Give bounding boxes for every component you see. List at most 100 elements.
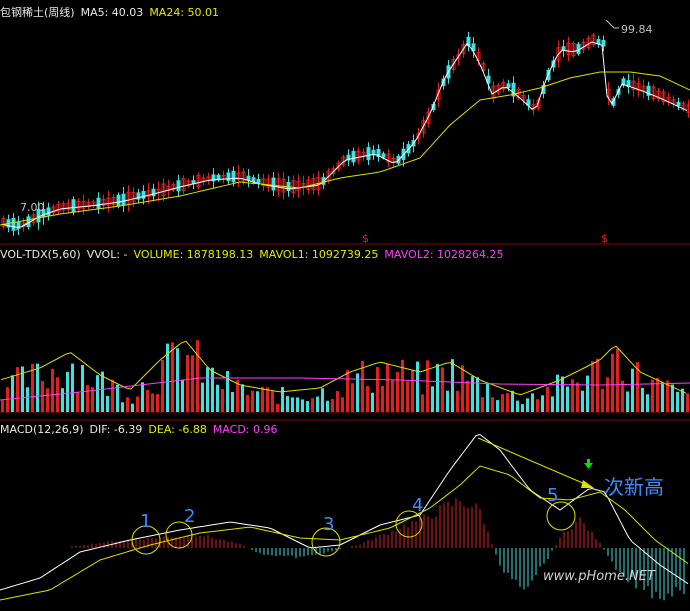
candle [686,104,690,113]
candle [181,178,186,191]
volume-bar [656,377,659,412]
volume-bar [591,361,594,412]
ma24-label: MA24: 50.01 [149,6,220,19]
volume-bar [351,383,354,412]
volume-bar [621,380,624,412]
candle [656,90,661,99]
volume-bar [576,382,579,412]
candle [651,86,656,100]
candle [671,99,676,104]
volume-bar [646,394,649,412]
volume-bar [11,375,14,412]
candle [596,39,601,45]
volume-bar [451,359,454,412]
candle [501,82,506,90]
volume-bar [136,396,139,412]
volume-bar [466,380,469,412]
volume-bar [201,382,204,412]
candle [421,120,426,134]
candle [366,147,371,161]
volume-bar [386,363,389,412]
volume-bar [566,386,569,412]
candle [271,177,276,191]
volume-bar [671,384,674,412]
volume-bar [41,381,44,412]
volume-bar [281,387,284,412]
volume-bar [536,399,539,412]
candle [251,177,256,182]
candle [146,190,151,198]
volume-bar [291,397,294,412]
volume-bar [86,384,89,412]
volume-bar [331,398,334,412]
volume-bar [26,387,29,412]
candle [426,111,431,124]
volume-bar [511,390,514,412]
volume-bar [361,360,364,412]
volume-bar [146,390,149,412]
volume-bar [456,390,459,412]
low-marker: 7.00 [15,201,45,231]
candle [121,193,126,206]
volume-bar [376,367,379,412]
candle [226,172,231,182]
volume-bar [271,391,274,412]
candle [381,153,386,158]
volume-bar [446,390,449,412]
candle [636,83,641,91]
volume-bar [71,363,74,412]
volume-bar [506,393,509,412]
volume-bar [356,373,359,412]
volume-bar [231,392,234,412]
volume-bar [301,399,304,412]
divergence-arrow [477,437,594,488]
volume-bar [651,379,654,412]
volume-bar [411,369,414,412]
volume-bar [31,363,34,412]
candle [646,85,651,96]
volume-bar [216,384,219,412]
candle [51,206,56,214]
dividend-marker-2: $ [601,232,608,245]
candle [356,150,361,161]
volume-label: VOLUME: 1878198.13 [133,248,254,261]
candle [246,175,251,181]
candle [56,203,61,213]
volume-bar [476,377,479,412]
volume-bar [586,375,589,412]
candle [351,150,356,163]
dif-label: DIF: -6.39 [89,423,143,436]
volume-bar [266,387,269,412]
volume-bar [391,380,394,412]
volume-bar [206,367,209,412]
candle [161,183,166,197]
volume-bar [131,403,134,412]
candle [46,207,51,216]
dif-line [0,433,689,591]
candle [676,101,681,106]
volume-bar [481,397,484,412]
candle [296,180,301,192]
candle [561,46,566,51]
volume-bar [626,391,629,412]
candle [631,80,636,90]
annotation-number-4: 4 [412,495,423,516]
volume-bar [161,359,164,412]
volume-bar [66,371,69,412]
candle [211,174,216,182]
circle-1 [131,525,161,555]
volume-bar [326,400,329,412]
volume-bar [96,375,99,412]
volume-bar [366,386,369,412]
candle [171,183,176,191]
volume-bar [121,402,124,412]
candle [546,69,551,81]
candle [186,180,191,187]
volume-bar [556,374,559,412]
volume-bar [246,394,249,412]
volume-bar [166,343,169,412]
volume-bar [106,396,109,412]
candle [471,43,476,52]
candle [361,151,366,158]
